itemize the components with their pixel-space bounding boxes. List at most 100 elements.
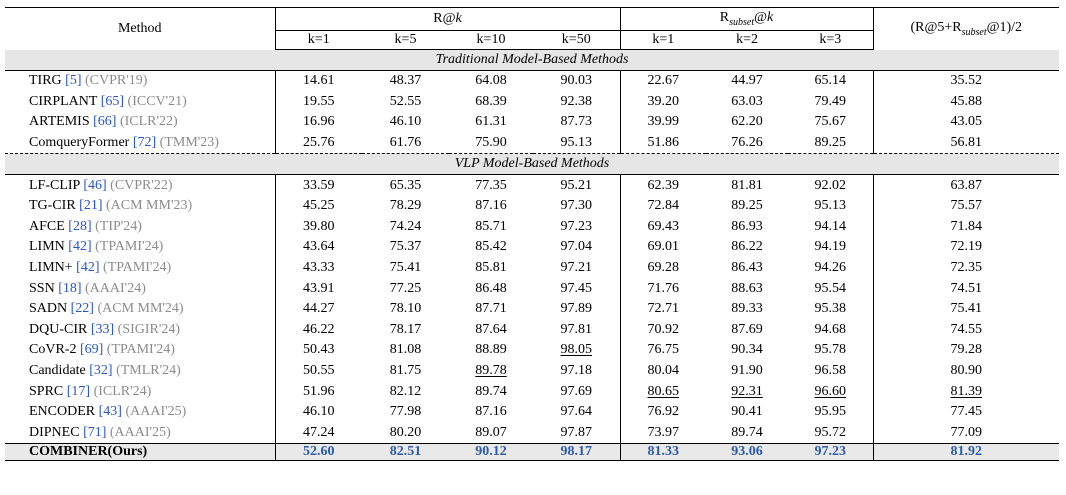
value-cell: 74.51 [873, 278, 1059, 299]
method-name: SSN [29, 280, 55, 296]
value: 92.38 [560, 93, 593, 109]
value: 72.71 [647, 301, 680, 317]
value: 86.22 [731, 239, 763, 255]
value-cell: 79.49 [788, 91, 874, 113]
value-cell: 85.42 [449, 237, 533, 258]
citation-link[interactable]: [5] [65, 73, 82, 89]
value: 90.03 [560, 73, 593, 89]
value-cell: 86.93 [706, 217, 788, 238]
citation-link[interactable]: [42] [76, 260, 100, 276]
method-header-label: Method [117, 20, 162, 36]
value: 77.25 [389, 280, 422, 296]
value: 95.13 [814, 198, 847, 214]
ours-value: 90.12 [449, 443, 533, 462]
value-cell: 73.97 [620, 423, 706, 444]
value-cell: 51.86 [620, 133, 706, 154]
subcol-header: k=5 [362, 30, 449, 50]
value: 75.41 [389, 260, 422, 276]
citation-link[interactable]: [69] [79, 342, 104, 358]
value-cell: 76.92 [620, 402, 706, 423]
value-cell: 75.67 [788, 112, 874, 133]
value: 90.41 [731, 404, 763, 420]
value: 97.23 [560, 218, 593, 234]
citation-link[interactable]: [66] [93, 114, 117, 130]
value: 76.75 [647, 342, 680, 358]
ours-row: COMBINER(Ours) 52.60 82.51 90.12 98.17 81.33 9… [5, 443, 1060, 462]
value-cell: 22.67 [620, 71, 706, 92]
table-row: SPRC [17] (ICLR'24) 51.96 82.12 89.74 97.69 8… [5, 381, 1059, 402]
value-cell: 45.88 [873, 92, 1059, 113]
citation-link[interactable]: [28] [68, 218, 92, 234]
value: 52.55 [389, 93, 422, 109]
value: 97.18 [560, 363, 593, 379]
subcol-header: k=1 [275, 30, 362, 50]
section-header-row: VLP Model-Based Methods [5, 153, 1060, 176]
value: 80.04 [647, 363, 680, 379]
value: 72.35 [950, 260, 983, 276]
value-cell: 43.33 [275, 258, 362, 279]
rk-header-var: k [455, 11, 462, 26]
value-cell: 91.90 [706, 361, 788, 382]
value-cell: 51.96 [275, 381, 362, 402]
venue-label: (ICLR'24) [93, 383, 152, 399]
value-cell: 65.14 [788, 70, 874, 92]
value: 82.12 [389, 383, 422, 399]
value: 46.10 [303, 404, 335, 420]
ours-value: 82.51 [362, 443, 449, 462]
method-cell: SSN [18] (AAAI'24) [5, 278, 276, 299]
citation-link[interactable]: [43] [98, 404, 122, 420]
value: 14.61 [303, 73, 335, 89]
citation-link[interactable]: [17] [66, 383, 91, 399]
value-cell: 46.10 [362, 112, 449, 133]
value-cell: 92.31 [706, 381, 788, 402]
value-cell: 65.35 [362, 175, 449, 196]
results-table-container: Method R@k Rsubset@k (R@5+Rsubset@1)/2 k… [5, 7, 1060, 462]
value-cell: 86.43 [706, 258, 788, 279]
citation-link[interactable]: [71] [83, 424, 107, 440]
citation-link[interactable]: [42] [68, 239, 92, 255]
venue-label: (TIP'24) [95, 218, 142, 234]
value-cell: 86.22 [706, 237, 788, 258]
value-cell: 97.87 [533, 422, 621, 444]
table-row: TG-CIR [21] (ACM MM'23) 45.25 78.29 87.16 97… [5, 195, 1059, 217]
value: 97.89 [560, 301, 593, 317]
value: 87.73 [560, 114, 593, 130]
value: 46.22 [303, 321, 335, 337]
value: 62.39 [647, 177, 680, 193]
citation-link[interactable]: [46] [83, 177, 107, 193]
value: 72.19 [950, 239, 983, 255]
value: 89.07 [475, 424, 507, 440]
value-cell: 97.69 [533, 381, 621, 402]
value-cell: 95.72 [788, 422, 874, 444]
value: 43.64 [303, 239, 335, 255]
citation-link[interactable]: [21] [79, 198, 103, 214]
venue-label: (TPAMI'24) [106, 342, 175, 358]
value-cell: 87.71 [449, 299, 533, 320]
results-table: Method R@k Rsubset@k (R@5+Rsubset@1)/2 k… [5, 7, 1060, 462]
table-row: TIRG [5] (CVPR'19) 14.61 48.37 64.08 90.03 22… [5, 70, 1059, 92]
citation-link[interactable]: [72] [132, 135, 157, 151]
method-name: TIRG [29, 73, 62, 89]
value: 48.37 [389, 73, 422, 89]
citation-link[interactable]: [33] [90, 321, 115, 337]
value-cell: 63.87 [873, 175, 1059, 196]
value: 95.78 [814, 342, 847, 358]
value-cell: 89.74 [706, 423, 788, 444]
venue-label: (AAAI'24) [85, 280, 146, 296]
value: 61.76 [389, 135, 422, 151]
value-cell: 90.03 [533, 70, 621, 92]
value: 95.38 [814, 301, 847, 317]
citation-link[interactable]: [22] [70, 301, 94, 317]
value: 89.78 [475, 363, 507, 379]
value: 70.92 [647, 321, 680, 337]
citation-link[interactable]: [32] [89, 363, 113, 379]
value: 97.45 [560, 280, 593, 296]
value: 96.58 [814, 363, 847, 379]
value: 65.35 [389, 177, 422, 193]
value-cell: 50.43 [275, 340, 362, 361]
value-cell: 71.76 [620, 278, 706, 299]
citation-link[interactable]: [18] [58, 280, 82, 296]
value-cell: 88.63 [706, 278, 788, 299]
value-cell: 77.25 [362, 278, 449, 299]
citation-link[interactable]: [65] [100, 93, 125, 109]
